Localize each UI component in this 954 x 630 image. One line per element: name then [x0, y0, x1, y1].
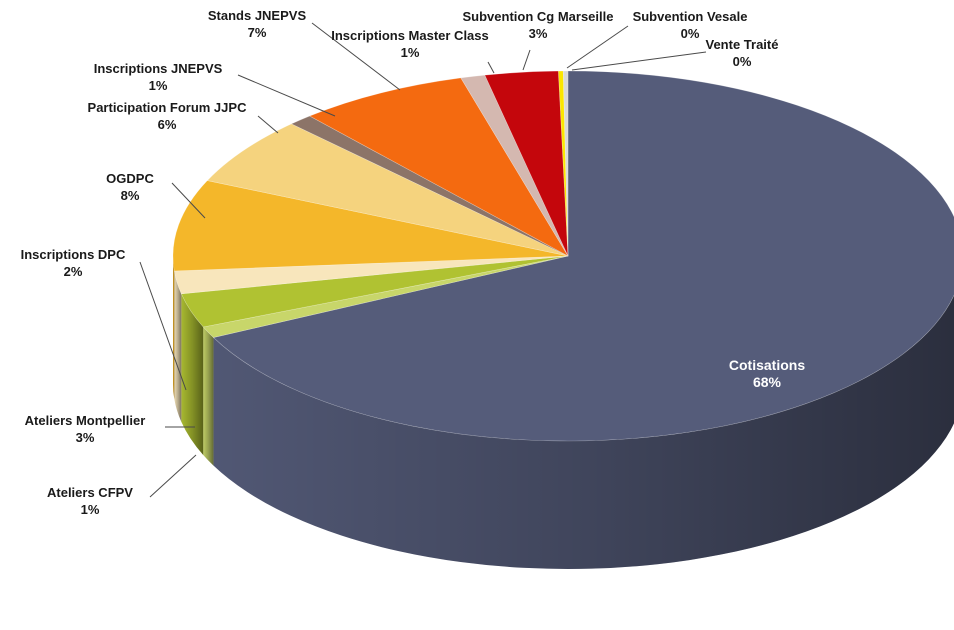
slice-vente-traite [562, 70, 569, 257]
leader-lines [139, 22, 707, 498]
label-vente-traite: Vente Traité [706, 37, 779, 52]
percent-ateliers-montpellier: 3% [76, 430, 95, 445]
label-subvention-vesale: Subvention Vesale [633, 9, 748, 24]
side-cotisations-shade [213, 295, 954, 569]
pie-tops [172, 70, 954, 442]
percent-inscriptions-dpc: 2% [64, 264, 83, 279]
percent-ogdpc: 8% [121, 188, 140, 203]
label-inscriptions-master-class: Inscriptions Master Class [331, 28, 489, 43]
label-cotisations: Cotisations [729, 357, 805, 373]
percent-subvention-vesale: 0% [681, 26, 700, 41]
percent-inscriptions-jnepvs: 1% [149, 78, 168, 93]
slice-inscriptions-dpc [173, 255, 569, 295]
label-inscriptions-jnepvs: Inscriptions JNEPVS [94, 61, 223, 76]
leader-ateliers-cfpv [149, 454, 197, 498]
label-ateliers-cfpv: Ateliers CFPV [47, 485, 133, 500]
side-inscriptions-dpc-shade [174, 270, 182, 422]
label-participation-forum-jjpc: Participation Forum JJPC [88, 100, 248, 115]
percent-stands-jnepvs: 7% [248, 25, 267, 40]
pie-sides [173, 256, 954, 569]
slice-participation-forum-jjpc [206, 123, 569, 257]
leader-inscriptions-dpc [139, 261, 187, 391]
leader-ogdpc [171, 182, 206, 219]
slice-stands-jnepvs [308, 77, 569, 257]
percent-cotisations: 68% [753, 374, 782, 390]
leader-participation-forum-jjpc [257, 115, 279, 134]
slice-inscriptions-master-class [460, 74, 569, 257]
label-ogdpc: OGDPC [106, 171, 154, 186]
slice-cotisations [212, 70, 954, 442]
label-ateliers-montpellier: Ateliers Montpellier [25, 413, 146, 428]
label-subvention-cg-marseille: Subvention Cg Marseille [463, 9, 614, 24]
leader-vente-traite [571, 51, 707, 71]
percent-participation-forum-jjpc: 6% [158, 117, 177, 132]
side-ateliers-montpellier-shade [181, 293, 204, 455]
leader-stands-jnepvs [311, 22, 401, 91]
side-ateliers-cfpv-shade [203, 326, 214, 466]
percent-subvention-cg-marseille: 3% [529, 26, 548, 41]
leader-inscriptions-jnepvs [237, 74, 336, 117]
slice-inscriptions-jnepvs [290, 115, 569, 257]
label-stands-jnepvs: Stands JNEPVS [208, 8, 307, 23]
side-ogdpc-shade [173, 256, 175, 399]
percent-ateliers-cfpv: 1% [81, 502, 100, 517]
percent-inscriptions-master-class: 1% [401, 45, 420, 60]
slice-ogdpc [172, 180, 569, 272]
percent-vente-traite: 0% [733, 54, 752, 69]
leader-inscriptions-master-class [487, 61, 495, 74]
label-inscriptions-dpc: Inscriptions DPC [21, 247, 126, 262]
leader-subvention-cg-marseille [522, 49, 531, 71]
leader-subvention-vesale [566, 25, 629, 69]
slice-ateliers-montpellier [180, 255, 569, 328]
slice-subvention-vesale [558, 70, 569, 257]
slice-ateliers-cfpv [202, 255, 569, 338]
slice-subvention-cg-marseille [484, 70, 569, 257]
